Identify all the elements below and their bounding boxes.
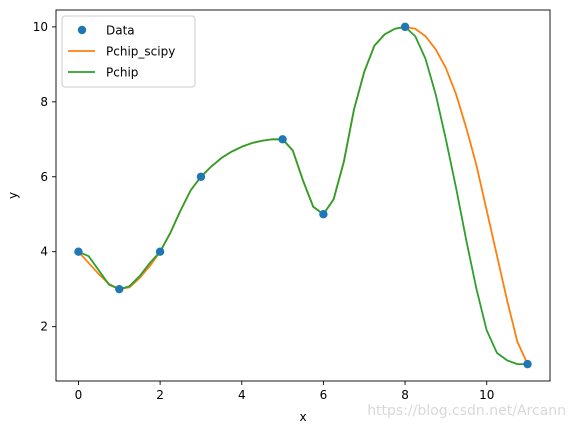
y-tick-label: 10: [33, 20, 48, 34]
data-point: [400, 22, 410, 32]
x-tick-label: 4: [238, 388, 246, 402]
x-tick-label: 0: [75, 388, 83, 402]
data-point: [319, 210, 328, 219]
series-line-pchip: [77, 25, 529, 366]
x-tick-label: 6: [320, 388, 328, 402]
x-tick-label: 10: [479, 388, 494, 402]
legend-label-pchip-scipy: Pchip_scipy: [106, 45, 175, 59]
data-point: [74, 247, 83, 256]
data-point: [278, 135, 287, 144]
legend-label-data: Data: [106, 24, 135, 38]
y-tick-label: 4: [40, 245, 48, 259]
y-tick-label: 2: [40, 320, 48, 334]
x-tick-label: 2: [156, 388, 164, 402]
x-axis-label: x: [299, 410, 306, 424]
y-axis-label: y: [6, 192, 20, 199]
data-point: [115, 284, 124, 294]
x-tick-label: 8: [401, 388, 409, 402]
watermark-text: https://blog.csdn.net/Arcann: [367, 403, 566, 419]
y-tick-label: 6: [40, 170, 48, 184]
legend-label-pchip: Pchip: [106, 66, 138, 80]
data-point: [523, 359, 532, 369]
legend-box: [61, 15, 196, 88]
data-point: [196, 172, 206, 181]
axes-frame: [55, 9, 551, 382]
y-tick-label: 8: [40, 95, 48, 109]
legend-marker-data: [77, 25, 87, 35]
data-point: [155, 247, 165, 256]
